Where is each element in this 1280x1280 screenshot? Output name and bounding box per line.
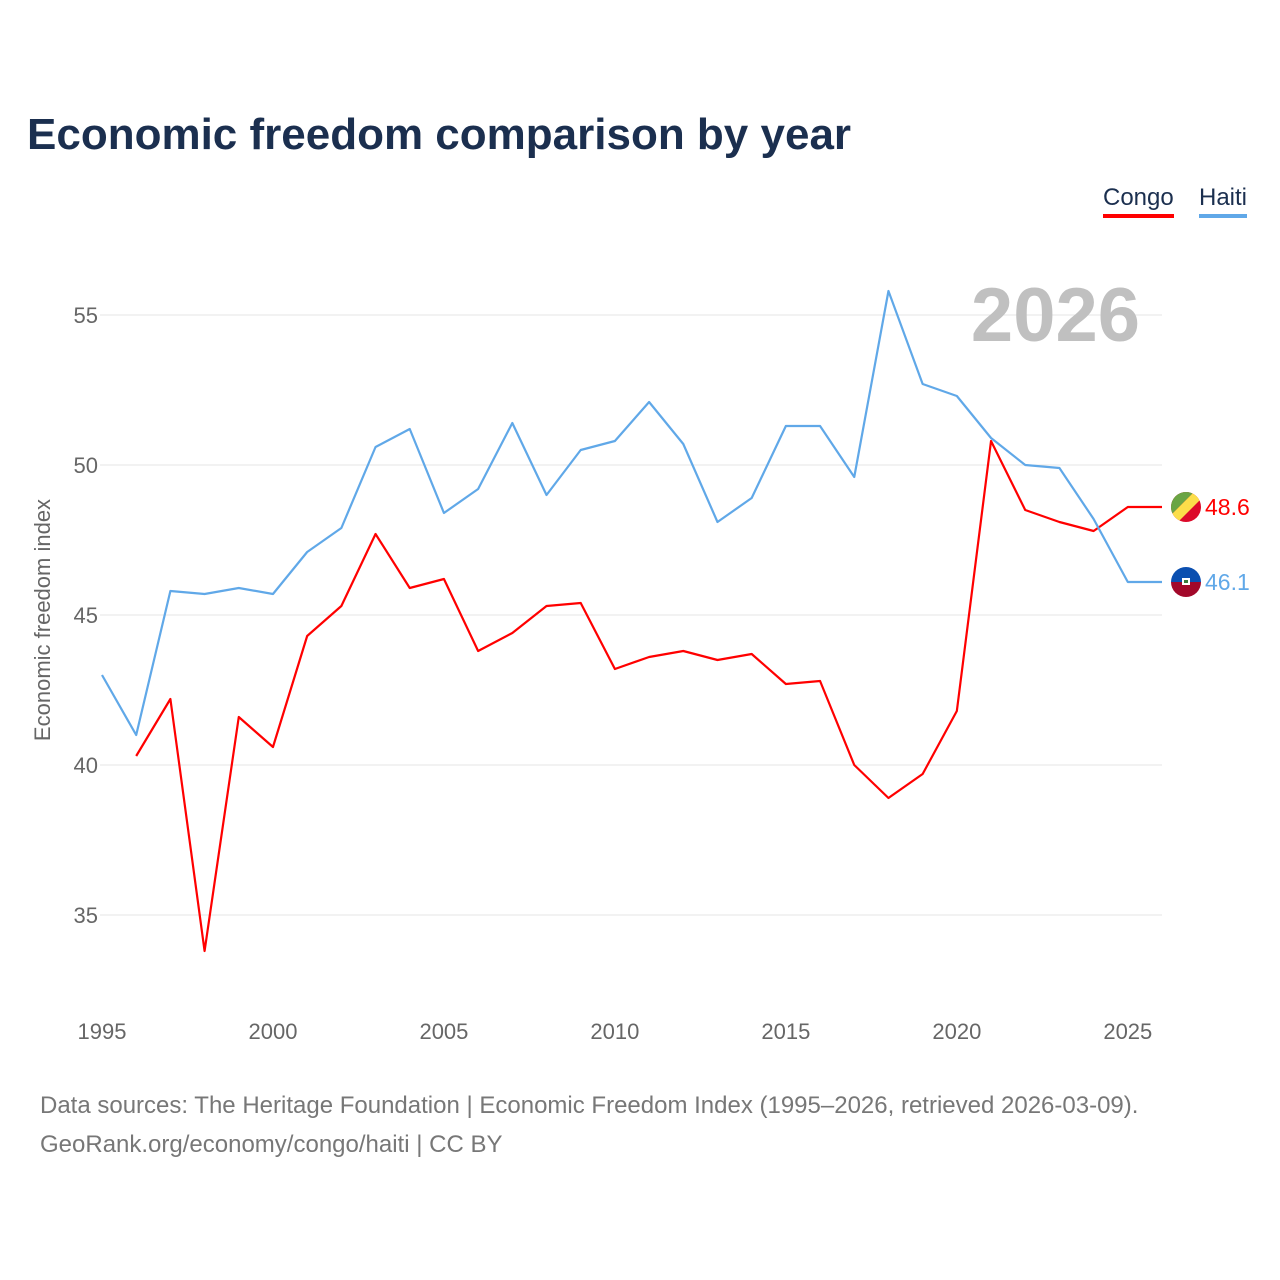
flag-congo-icon [1171, 492, 1201, 522]
footer: Data sources: The Heritage Foundation | … [40, 1086, 1138, 1164]
x-tick-label: 2010 [590, 1019, 639, 1044]
end-value-haiti: 46.1 [1205, 569, 1250, 595]
data-source: Data sources: The Heritage Foundation | … [40, 1092, 1139, 1119]
y-tick-label: 45 [74, 603, 98, 628]
legend-congo[interactable]: Congo [1103, 184, 1174, 218]
end-value-congo: 48.6 [1205, 494, 1250, 520]
x-tick-label: 1995 [78, 1019, 127, 1044]
y-tick-label: 40 [74, 753, 98, 778]
series-line-haiti [101, 289, 1162, 737]
y-tick-label: 50 [74, 453, 98, 478]
y-tick-label: 55 [74, 303, 98, 328]
x-tick-label: 2020 [932, 1019, 981, 1044]
x-tick-label: 2005 [419, 1019, 468, 1044]
line-chart: 35 40 45 50 55 1995 2000 2005 2010 2015 2020 2025 2… [30, 273, 1250, 1044]
chart-title: Economic freedom comparison by year [27, 110, 852, 159]
x-tick-label: 2000 [248, 1019, 297, 1044]
y-tick-label: 35 [74, 903, 98, 928]
x-tick-label: 2015 [761, 1019, 810, 1044]
x-tick-label: 2025 [1103, 1019, 1152, 1044]
legend-haiti[interactable]: Haiti [1199, 184, 1248, 218]
year-watermark: 2026 [971, 273, 1140, 358]
source-link[interactable]: GeoRank.org/economy/congo/haiti | CC BY [40, 1131, 503, 1158]
series-line-congo [135, 439, 1162, 953]
flag-haiti-icon [1171, 567, 1201, 597]
y-axis-label: Economic freedom index [30, 499, 55, 741]
